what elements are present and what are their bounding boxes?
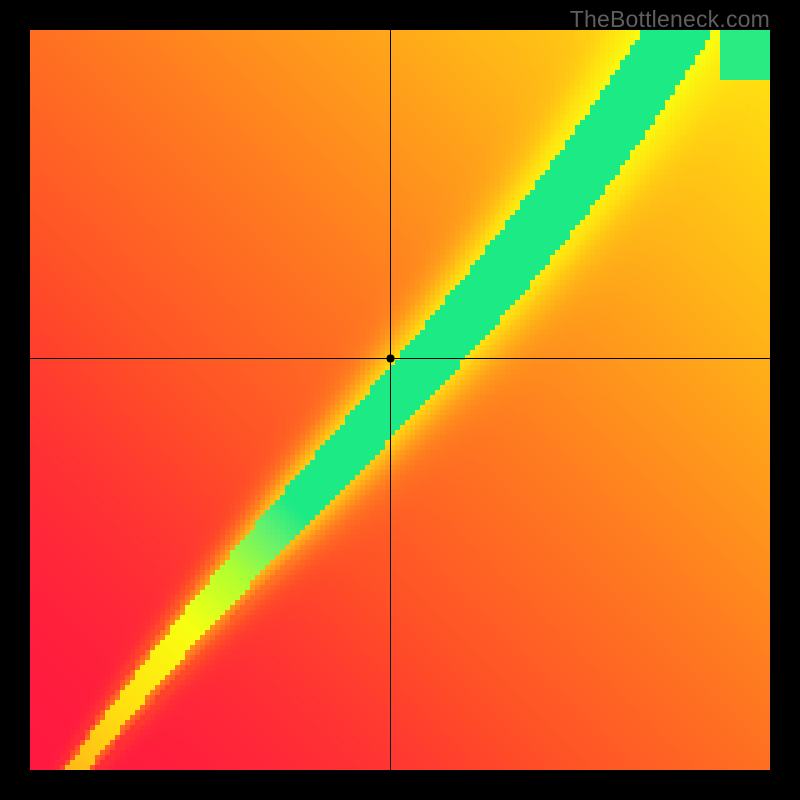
bottleneck-heatmap — [30, 30, 770, 770]
watermark-text: TheBottleneck.com — [570, 6, 770, 33]
chart-stage: TheBottleneck.com — [0, 0, 800, 800]
